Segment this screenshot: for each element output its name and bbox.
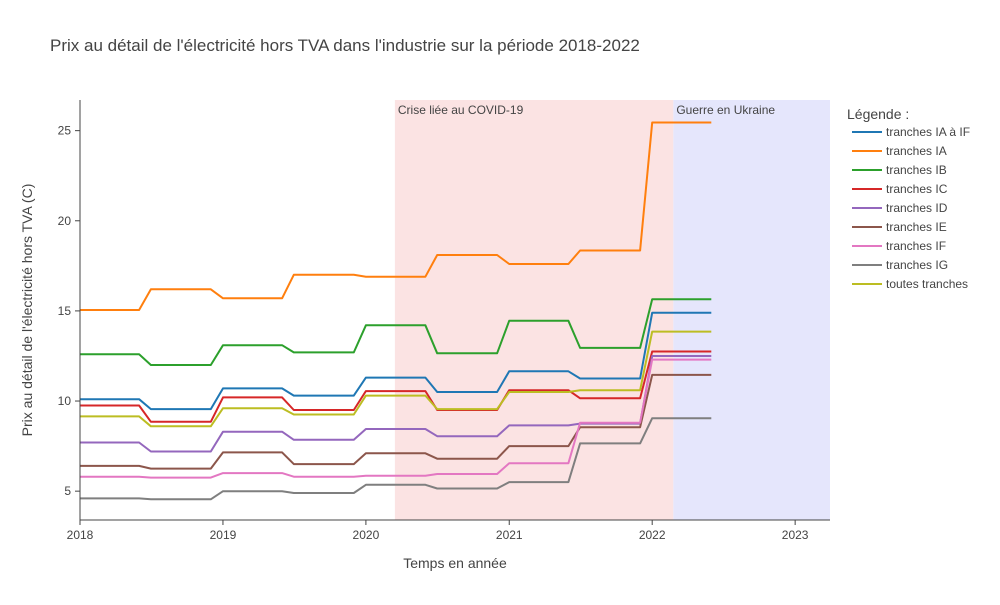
legend-item[interactable]: tranches IE [852, 220, 947, 234]
y-tick-label: 10 [58, 394, 72, 408]
legend-label: tranches IE [886, 220, 947, 234]
event-labels: Crise liée au COVID-19 Guerre en Ukraine [398, 103, 775, 117]
x-tick-label: 2022 [639, 528, 666, 542]
legend-label: toutes tranches [886, 277, 968, 291]
legend-item[interactable]: tranches ID [852, 201, 948, 215]
x-tick-label: 2020 [353, 528, 380, 542]
y-tick-label: 5 [64, 484, 71, 498]
legend-label: tranches IA à IF [886, 125, 970, 139]
event-label-1: Crise liée au COVID-19 [398, 103, 524, 117]
legend-label: tranches IG [886, 258, 948, 272]
legend-label: tranches IC [886, 182, 948, 196]
legend-item[interactable]: tranches IG [852, 258, 948, 272]
x-tick-label: 2023 [782, 528, 809, 542]
series-lines [80, 121, 712, 501]
series-line-6 [80, 373, 712, 470]
legend-item[interactable]: toutes tranches [852, 277, 968, 291]
series-line-9 [80, 330, 712, 428]
y-tick-label: 15 [58, 304, 72, 318]
chart-title: Prix au détail de l'électricité hors TVA… [50, 36, 640, 55]
legend-label: tranches ID [886, 201, 948, 215]
series-line-2 [80, 121, 712, 311]
event-bands [394, 100, 830, 520]
y-axis-label: Prix au détail de l'électricité hors TVA… [19, 184, 35, 437]
series-line-8 [80, 417, 712, 501]
x-tick-label: 2019 [210, 528, 237, 542]
legend-item[interactable]: tranches IA à IF [852, 125, 970, 139]
legend-label: tranches IF [886, 239, 946, 253]
legend-item[interactable]: tranches IC [852, 182, 948, 196]
event-band-1 [394, 100, 674, 520]
event-band-2 [673, 100, 830, 520]
legend-item[interactable]: tranches IA [852, 144, 947, 158]
x-tick-label: 2021 [496, 528, 523, 542]
legend: Légende : tranches IA à IF tranches IA tra… [847, 106, 970, 291]
axes: 5 10 15 20 25 2018 2019 2020 2021 2022 2023 [58, 100, 830, 542]
series-line-7 [80, 358, 712, 479]
legend-item[interactable]: tranches IF [852, 239, 946, 253]
legend-label: tranches IB [886, 163, 947, 177]
legend-title: Légende : [847, 106, 909, 122]
x-axis-label: Temps en année [403, 555, 507, 571]
y-tick-label: 20 [58, 214, 72, 228]
y-tick-label: 25 [58, 124, 72, 138]
series-line-3 [80, 298, 712, 366]
legend-item[interactable]: tranches IB [852, 163, 947, 177]
event-label-2: Guerre en Ukraine [676, 103, 775, 117]
legend-label: tranches IA [886, 144, 947, 158]
x-tick-label: 2018 [67, 528, 94, 542]
series-line-4 [80, 350, 712, 423]
series-line-1 [80, 311, 712, 411]
